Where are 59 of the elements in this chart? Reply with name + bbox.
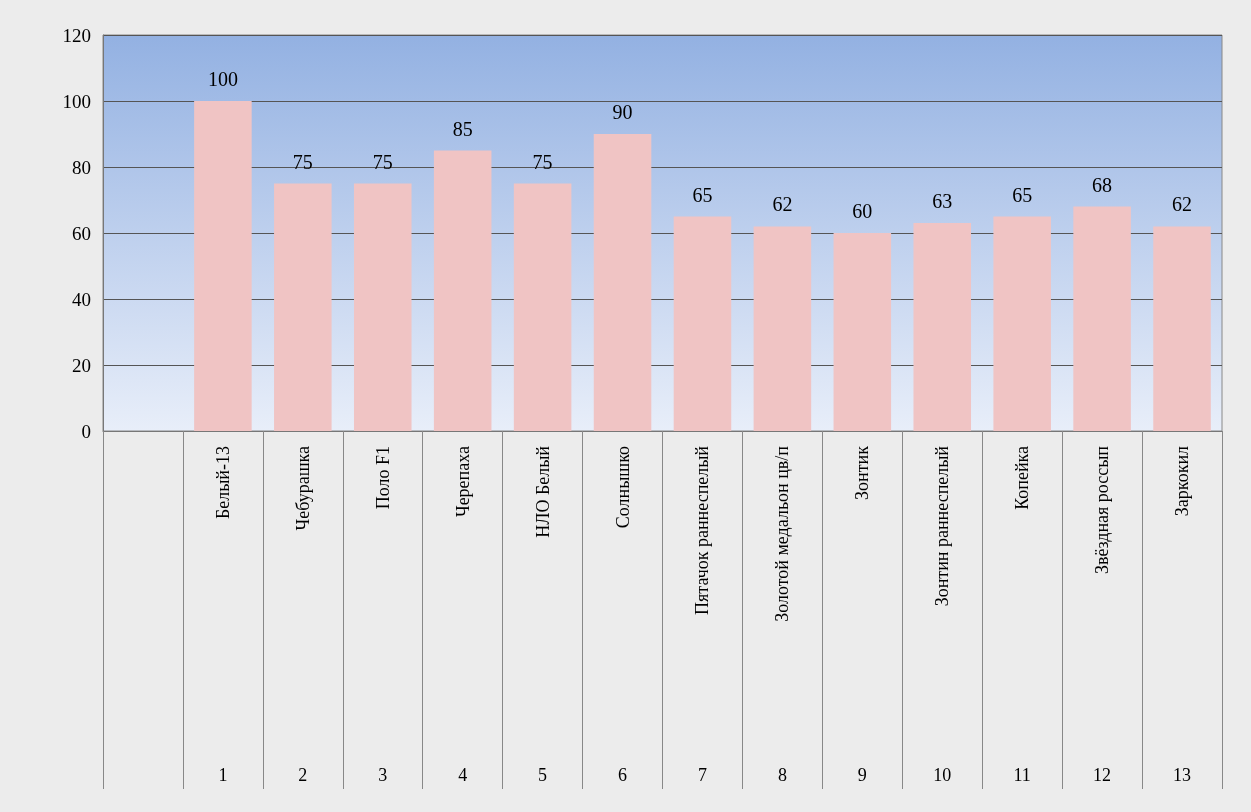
- bar: [1153, 226, 1211, 431]
- text: 9: [857, 765, 867, 785]
- text: 7: [697, 765, 707, 785]
- data-label: 100: [207, 68, 238, 90]
- data-label: 65: [692, 183, 713, 206]
- data-label: 60: [852, 200, 873, 222]
- bar: [433, 150, 492, 431]
- bar: [194, 101, 252, 431]
- text: 8: [777, 765, 787, 785]
- data-label: 62: [772, 193, 793, 216]
- bar: [353, 183, 412, 431]
- y-tick-label: 80: [72, 156, 91, 178]
- x-tick-label: Солнышко: [612, 446, 633, 529]
- bar: [833, 233, 892, 431]
- x-tick-label: Белый-13: [212, 446, 233, 520]
- data-label: 85: [452, 117, 473, 140]
- text: 6: [618, 765, 628, 785]
- data-label: 90: [612, 101, 633, 123]
- text: 10: [933, 765, 952, 785]
- data-label: 75: [532, 150, 553, 173]
- bar: [913, 223, 972, 431]
- bar: [993, 216, 1051, 431]
- x-tick-label: Заркокил: [1172, 445, 1193, 517]
- data-label: 68: [1092, 173, 1113, 196]
- y-tick-label: 40: [72, 288, 91, 310]
- y-tick-label: 120: [62, 24, 91, 46]
- text: 3: [378, 765, 388, 785]
- x-tick-label: Чебурашка: [292, 446, 313, 531]
- data-label: 65: [1012, 183, 1033, 206]
- y-tick-label: 20: [72, 354, 91, 376]
- data-label: 63: [932, 190, 953, 213]
- data-label: 62: [1172, 193, 1193, 216]
- data-label: 75: [292, 150, 313, 173]
- text: 4: [458, 765, 468, 785]
- data-label: 75: [372, 150, 393, 173]
- x-tick-label: Зонтик: [852, 445, 873, 500]
- text: 13: [1173, 765, 1192, 785]
- text: 2: [298, 765, 308, 785]
- x-tick-label: НЛО Белый: [532, 445, 553, 538]
- bar: [274, 183, 332, 431]
- x-tick-label: Зонтин раннеспелый: [932, 445, 953, 607]
- x-tick-label: Копейка: [1012, 445, 1033, 510]
- bar: [1073, 206, 1131, 431]
- y-tick-label: 60: [72, 222, 91, 244]
- x-tick-label: Пятачок раннеспелый: [692, 445, 713, 615]
- text: 1: [218, 765, 228, 785]
- bar: [753, 226, 812, 431]
- y-tick-label: 0: [81, 420, 91, 442]
- x-tick-label: Черепаха: [452, 446, 473, 518]
- bar: [513, 183, 572, 431]
- text: 12: [1093, 765, 1112, 785]
- bar: [673, 216, 732, 431]
- x-tick-label: Золотой медальон цв/п: [772, 445, 793, 622]
- text: 5: [538, 765, 548, 785]
- text: 11: [1013, 765, 1031, 785]
- bar: [593, 134, 652, 431]
- x-tick-label: Поло F1: [372, 446, 393, 510]
- x-tick-label: Звёздная россып: [1092, 445, 1113, 575]
- y-tick-label: 100: [62, 90, 91, 112]
